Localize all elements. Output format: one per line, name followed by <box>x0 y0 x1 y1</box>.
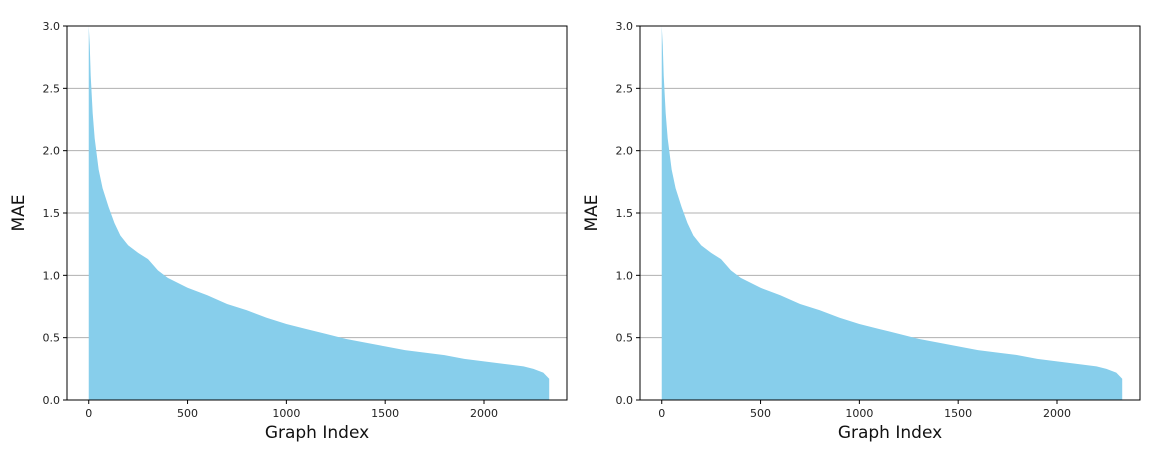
chart-panel-2: 0.0 0.5 1.0 1.5 2.0 2.5 3.0 0 500 1000 1500 2000 Gra… <box>582 20 1141 443</box>
y-tick-label: 0.0 <box>616 394 634 407</box>
y-tick-label: 1.0 <box>616 269 634 282</box>
x-tick-label: 500 <box>750 407 771 420</box>
y-tick-label: 2.5 <box>43 82 61 95</box>
y-tick-label: 0.5 <box>43 332 61 345</box>
y-tick-label: 1.5 <box>616 207 634 220</box>
x-axis-label: Graph Index <box>265 423 369 443</box>
x-tick-label: 0 <box>85 407 92 420</box>
x-tick-label: 0 <box>658 407 665 420</box>
x-tick-label: 1500 <box>944 407 972 420</box>
y-tick-label: 0.5 <box>616 332 634 345</box>
y-tick-label: 1.0 <box>43 269 61 282</box>
x-tick-label: 1000 <box>272 407 300 420</box>
y-axis-label: MAE <box>9 194 29 231</box>
y-axis-label: MAE <box>582 194 602 231</box>
mae-area <box>661 26 1123 400</box>
chart-panel-1: 0.0 0.5 1.0 1.5 2.0 2.5 3.0 0 500 1000 1500 2000 Gra… <box>9 20 568 443</box>
y-tick-label: 3.0 <box>616 20 634 33</box>
y-tick-label: 2.5 <box>616 82 634 95</box>
x-tick-label: 1500 <box>371 407 399 420</box>
y-tick-label: 3.0 <box>43 20 61 33</box>
y-tick-label: 0.0 <box>43 394 61 407</box>
mae-area <box>88 26 550 400</box>
x-tick-label: 500 <box>177 407 198 420</box>
x-tick-label: 2000 <box>1043 407 1071 420</box>
y-tick-label: 2.0 <box>43 145 61 158</box>
x-axis-label: Graph Index <box>838 423 942 443</box>
y-tick-label: 1.5 <box>43 207 61 220</box>
y-tick-label: 2.0 <box>616 145 634 158</box>
x-tick-label: 1000 <box>845 407 873 420</box>
x-tick-label: 2000 <box>470 407 498 420</box>
